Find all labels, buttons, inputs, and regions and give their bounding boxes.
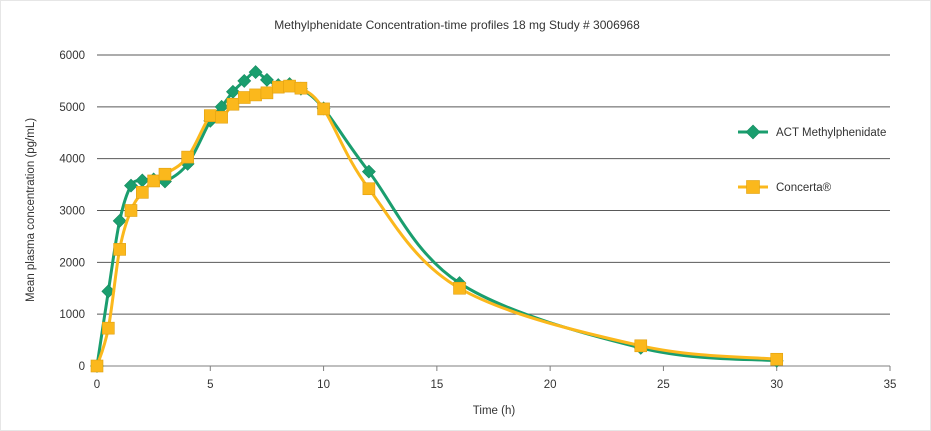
data-point-square — [362, 182, 376, 196]
x-tick-label: 0 — [94, 379, 100, 391]
data-point-square — [113, 243, 126, 256]
y-tick-label: 0 — [79, 361, 85, 373]
x-tick-label: 35 — [884, 379, 897, 391]
chart-title: Methylphenidate Concentration-time profi… — [274, 18, 640, 32]
data-point-square — [283, 79, 296, 93]
y-tick-label: 2000 — [59, 257, 85, 269]
data-point-square — [215, 110, 228, 124]
series — [90, 65, 784, 373]
data-point-diamond — [248, 65, 263, 80]
data-point-square — [158, 167, 172, 181]
legend-label: ACT Methylphenidate — [776, 127, 886, 139]
legend: ACT Methylphenidate Concerta® — [738, 124, 886, 194]
data-point-square — [90, 359, 104, 373]
data-point-diamond — [112, 213, 127, 228]
data-point-square — [294, 81, 308, 95]
data-point-square — [203, 109, 217, 122]
y-axis-label: Mean plasma concentration (pg/mL) — [25, 118, 37, 302]
data-point-square — [249, 88, 262, 102]
data-point-square — [237, 91, 251, 104]
x-tick-label: 25 — [657, 379, 670, 391]
x-tick-label: 5 — [207, 379, 213, 391]
data-point-diamond — [260, 72, 274, 87]
x-tick-label: 10 — [317, 379, 330, 391]
data-point-square — [317, 102, 330, 116]
y-tick-label: 3000 — [59, 206, 85, 218]
legend-label: Concerta® — [776, 182, 832, 194]
data-point-diamond — [124, 178, 138, 193]
x-tick-label: 15 — [430, 379, 443, 391]
x-tick-label: 30 — [770, 379, 783, 391]
series-line — [95, 70, 777, 367]
data-point-square — [770, 352, 784, 366]
x-axis-label: Time (h) — [473, 405, 516, 417]
data-point-square — [226, 97, 240, 111]
data-point-square — [453, 281, 466, 295]
data-point-diamond — [361, 164, 376, 179]
data-point-square — [181, 150, 194, 164]
series-line — [95, 84, 777, 367]
x-tick-label: 20 — [544, 379, 557, 391]
axes: 0 1000 2000 3000 4000 5000 6000 0 5 10 15 20 25 30 35 — [59, 50, 896, 391]
data-point-square — [634, 339, 648, 353]
data-point-square — [136, 186, 149, 199]
data-point-square — [102, 321, 115, 335]
legend-marker-square — [746, 180, 760, 194]
gridlines — [97, 54, 890, 315]
y-tick-label: 5000 — [59, 102, 85, 114]
data-point-diamond — [237, 73, 252, 88]
series-concerta — [90, 79, 784, 373]
data-point-square — [147, 174, 160, 188]
data-point-square — [271, 80, 285, 94]
y-tick-label: 6000 — [59, 50, 85, 62]
series-act-methylphenidate — [90, 65, 784, 373]
data-point-square — [260, 86, 274, 100]
legend-marker-diamond — [745, 124, 761, 140]
y-tick-label: 4000 — [59, 154, 85, 166]
y-tick-label: 1000 — [59, 309, 85, 321]
legend-entry: Concerta® — [738, 180, 832, 194]
legend-entry: ACT Methylphenidate — [738, 124, 886, 140]
data-point-square — [124, 204, 138, 217]
